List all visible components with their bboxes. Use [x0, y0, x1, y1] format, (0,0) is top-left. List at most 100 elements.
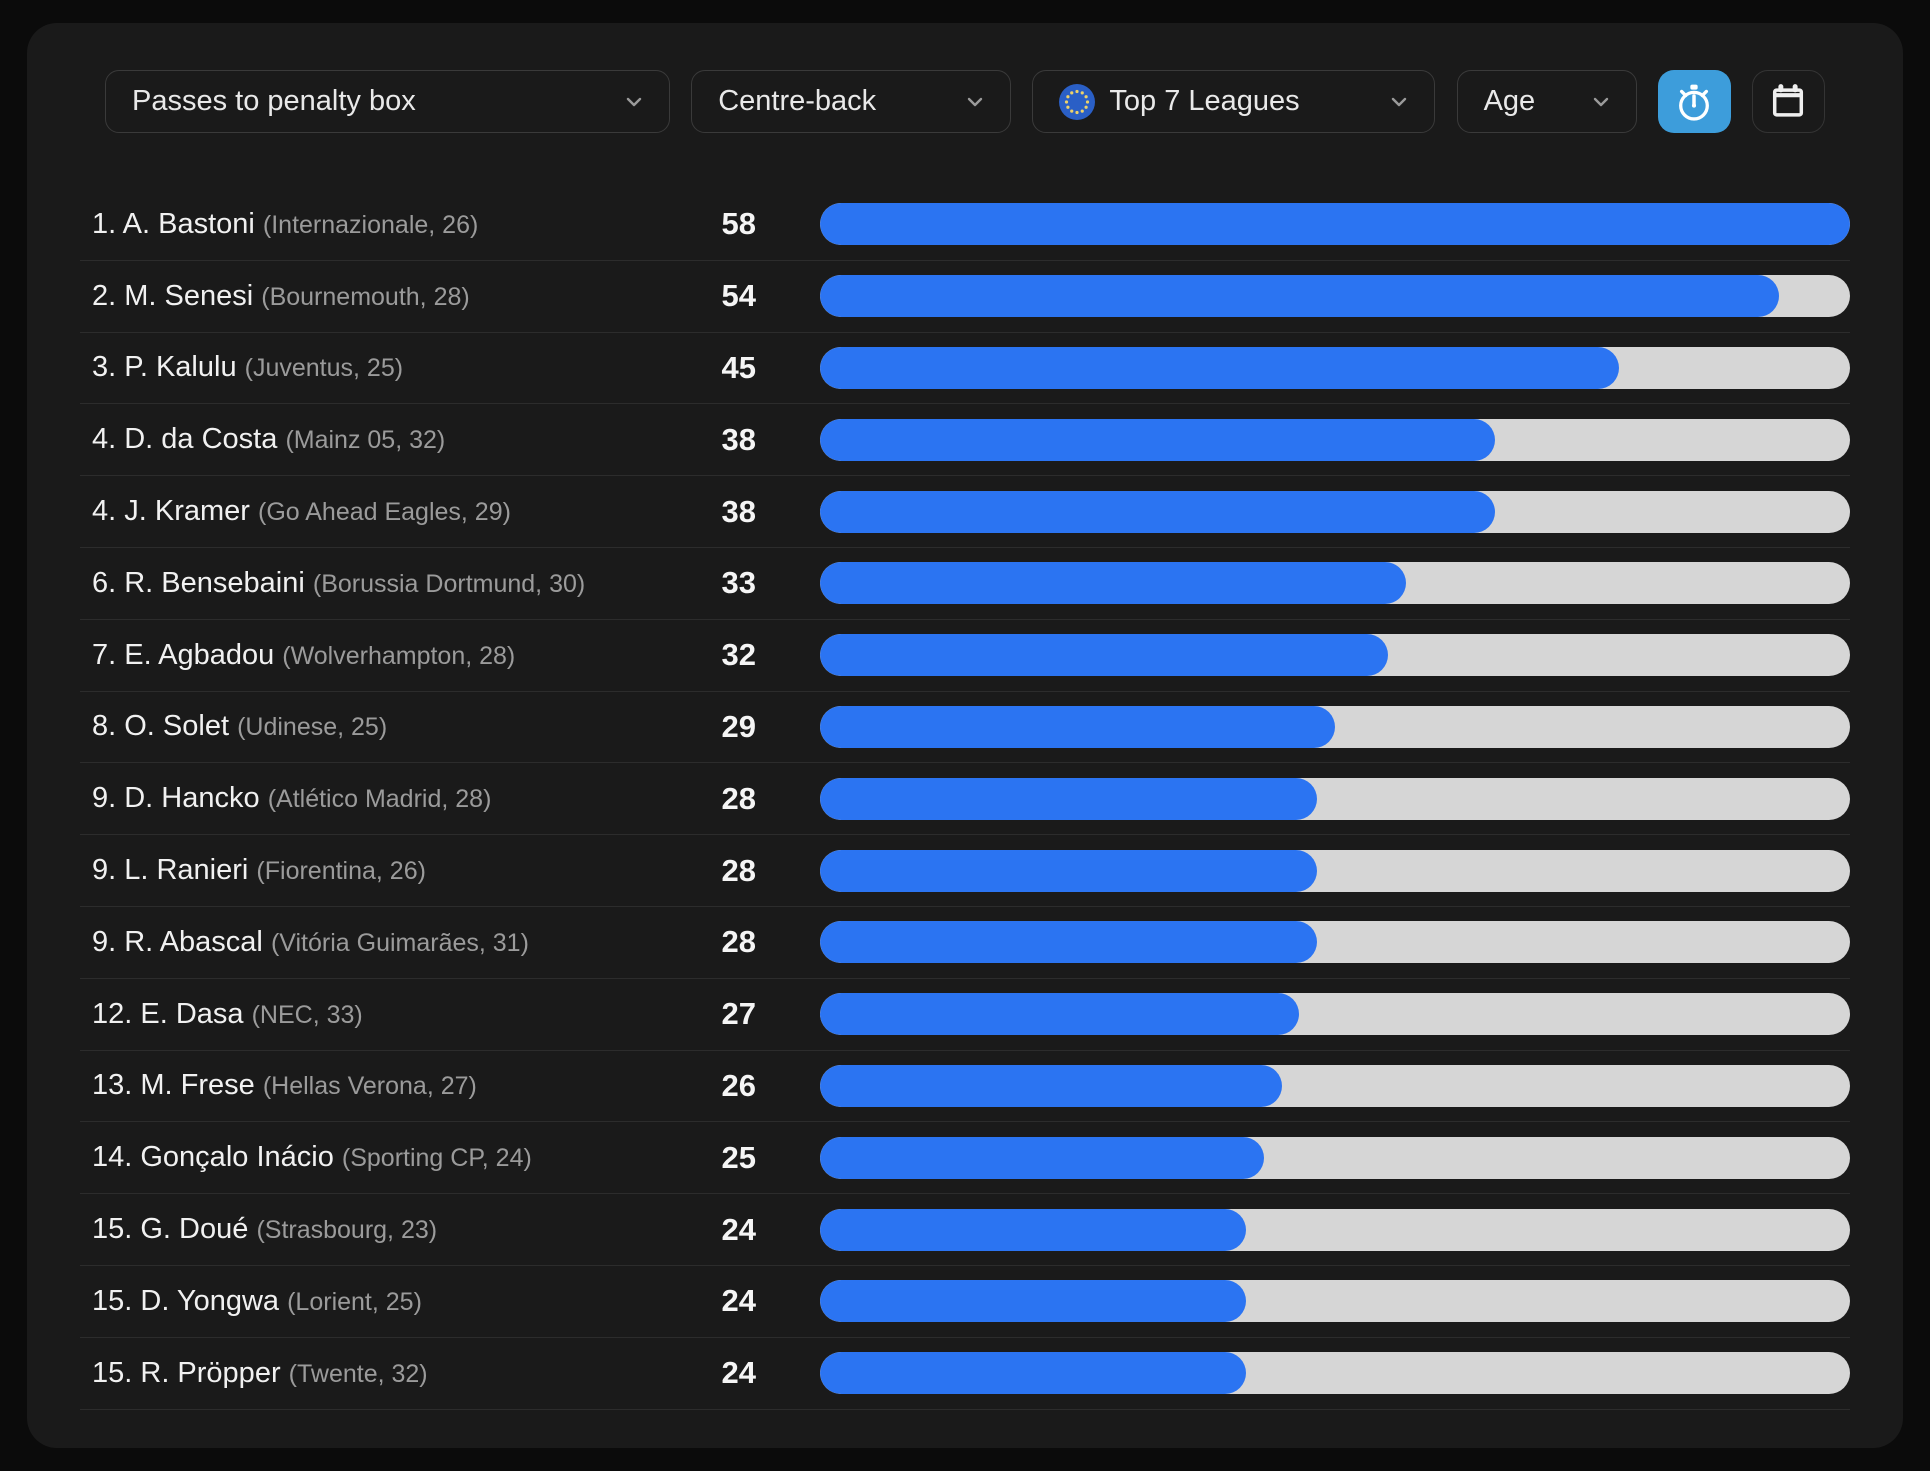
player-meta: (Borussia Dortmund, 30) — [312, 569, 586, 598]
player-value: 26 — [721, 1067, 756, 1103]
player-label: 4. J. Kramer (Go Ahead Eagles, 29) — [92, 495, 656, 528]
stat-bar-fill — [820, 562, 1407, 605]
player-rank-name: 15. D. Yongwa — [92, 1284, 280, 1317]
filters-toolbar: Passes to penalty box Centre-back — [105, 70, 1825, 133]
player-value: 28 — [721, 780, 756, 816]
player-value: 25 — [721, 1139, 756, 1175]
timer-mode-button[interactable] — [1657, 70, 1731, 133]
player-rank-name: 12. E. Dasa — [92, 997, 244, 1030]
player-label: 9. R. Abascal (Vitória Guimarães, 31) — [92, 926, 656, 959]
player-label: 3. P. Kalulu (Juventus, 25) — [92, 351, 656, 384]
player-meta: (Bournemouth, 28) — [261, 282, 470, 311]
stat-bar-track — [820, 418, 1850, 461]
stat-bar-track — [820, 705, 1850, 748]
player-value: 45 — [721, 349, 756, 385]
player-rank-name: 9. L. Ranieri — [92, 854, 249, 887]
player-label: 13. M. Frese (Hellas Verona, 27) — [92, 1069, 656, 1102]
player-rank-name: 6. R. Bensebaini — [92, 566, 305, 599]
leaderboard-row: 6. R. Bensebaini (Borussia Dortmund, 30)… — [80, 548, 1850, 620]
player-meta: (Sporting CP, 24) — [341, 1144, 532, 1173]
player-meta: (Lorient, 25) — [287, 1287, 422, 1316]
player-value: 28 — [721, 924, 756, 960]
player-meta: (Wolverhampton, 28) — [282, 641, 516, 670]
player-label: 4. D. da Costa (Mainz 05, 32) — [92, 423, 656, 456]
player-label: 2. M. Senesi (Bournemouth, 28) — [92, 280, 656, 313]
player-rank-name: 9. R. Abascal — [92, 925, 263, 958]
calendar-button[interactable] — [1751, 70, 1825, 133]
player-label: 1. A. Bastoni (Internazionale, 26) — [92, 208, 656, 241]
player-rank-name: 15. G. Doué — [92, 1213, 249, 1246]
stat-bar-fill — [820, 275, 1779, 318]
stat-bar-track — [820, 849, 1850, 892]
stat-bar-track — [820, 1208, 1850, 1251]
player-rank-name: 15. R. Pröpper — [92, 1356, 281, 1389]
position-dropdown-value: Centre-back — [718, 85, 877, 117]
eu-flag-icon — [1059, 83, 1096, 120]
leaderboard-row: 14. Gonçalo Inácio (Sporting CP, 24) 25 — [80, 1122, 1850, 1195]
stat-bar-fill — [820, 418, 1495, 461]
stat-bar-fill — [820, 1136, 1264, 1179]
leaderboard-row: 7. E. Agbadou (Wolverhampton, 28) 32 — [80, 620, 1850, 692]
stat-bar-fill — [820, 634, 1389, 677]
stat-bar-track — [820, 346, 1850, 389]
stat-bar-track — [820, 634, 1850, 677]
leaderboard-rows: 1. A. Bastoni (Internazionale, 26) 58 2.… — [80, 189, 1850, 1410]
player-label: 9. L. Ranieri (Fiorentina, 26) — [92, 854, 656, 887]
chevron-down-icon — [967, 97, 983, 106]
player-rank-name: 13. M. Frese — [92, 1069, 255, 1102]
stat-bar-track — [820, 490, 1850, 533]
player-value: 32 — [721, 637, 756, 673]
player-rank-name: 14. Gonçalo Inácio — [92, 1141, 334, 1174]
leaderboard-row: 9. L. Ranieri (Fiorentina, 26) 28 — [80, 835, 1850, 907]
stat-bar-fill — [820, 993, 1300, 1036]
league-dropdown[interactable]: Top 7 Leagues — [1032, 70, 1436, 133]
player-meta: (Strasbourg, 23) — [256, 1216, 438, 1245]
stat-bar-fill — [820, 921, 1318, 964]
player-label: 15. G. Doué (Strasbourg, 23) — [92, 1213, 656, 1246]
leaderboard-row: 8. O. Solet (Udinese, 25) 29 — [80, 692, 1850, 764]
player-rank-name: 3. P. Kalulu — [92, 351, 237, 384]
player-label: 8. O. Solet (Udinese, 25) — [92, 710, 656, 743]
leaderboard-row: 9. D. Hancko (Atlético Madrid, 28) 28 — [80, 763, 1850, 836]
stat-bar-fill — [820, 777, 1318, 820]
stat-bar-fill — [820, 346, 1620, 389]
position-dropdown[interactable]: Centre-back — [691, 70, 1012, 133]
player-label: 15. D. Yongwa (Lorient, 25) — [92, 1285, 656, 1318]
leaderboard-row: 4. J. Kramer (Go Ahead Eagles, 29) 38 — [80, 476, 1850, 548]
leaderboard-row: 2. M. Senesi (Bournemouth, 28) 54 — [80, 261, 1850, 333]
chevron-down-icon — [626, 97, 642, 106]
player-label: 12. E. Dasa (NEC, 33) — [92, 998, 656, 1031]
player-meta: (Internazionale, 26) — [262, 210, 479, 239]
stat-bar-track — [820, 1352, 1850, 1395]
player-label: 14. Gonçalo Inácio (Sporting CP, 24) — [92, 1141, 656, 1174]
metric-dropdown[interactable]: Passes to penalty box — [105, 70, 670, 133]
player-value: 54 — [721, 278, 756, 314]
stat-bar-fill — [820, 203, 1850, 246]
player-rank-name: 4. D. da Costa — [92, 423, 278, 456]
player-meta: (Vitória Guimarães, 31) — [270, 928, 529, 957]
player-value: 33 — [721, 565, 756, 601]
stat-bar-track — [820, 777, 1850, 820]
age-dropdown[interactable]: Age — [1456, 70, 1637, 133]
player-meta: (Hellas Verona, 27) — [262, 1072, 477, 1101]
stopwatch-icon — [1679, 84, 1710, 121]
stats-card: Passes to penalty box Centre-back — [27, 23, 1903, 1448]
player-label: 7. E. Agbadou (Wolverhampton, 28) — [92, 639, 656, 672]
player-meta: (Juventus, 25) — [244, 354, 404, 383]
player-label: 15. R. Pröpper (Twente, 32) — [92, 1357, 656, 1390]
stat-bar-track — [820, 1064, 1850, 1107]
player-rank-name: 9. D. Hancko — [92, 782, 260, 815]
stat-bar-track — [820, 203, 1850, 246]
stat-bar-track — [820, 921, 1850, 964]
stat-bar-fill — [820, 1064, 1282, 1107]
stat-bar-fill — [820, 1280, 1247, 1323]
age-dropdown-value: Age — [1483, 85, 1536, 117]
leaderboard-row: 9. R. Abascal (Vitória Guimarães, 31) 28 — [80, 907, 1850, 979]
player-rank-name: 8. O. Solet — [92, 710, 230, 743]
player-value: 29 — [721, 708, 756, 744]
stat-bar-fill — [820, 705, 1335, 748]
stat-bar-fill — [820, 1352, 1247, 1395]
leaderboard-row: 15. R. Pröpper (Twente, 32) 24 — [80, 1338, 1850, 1410]
stat-bar-track — [820, 993, 1850, 1036]
league-dropdown-value: Top 7 Leagues — [1109, 85, 1300, 117]
